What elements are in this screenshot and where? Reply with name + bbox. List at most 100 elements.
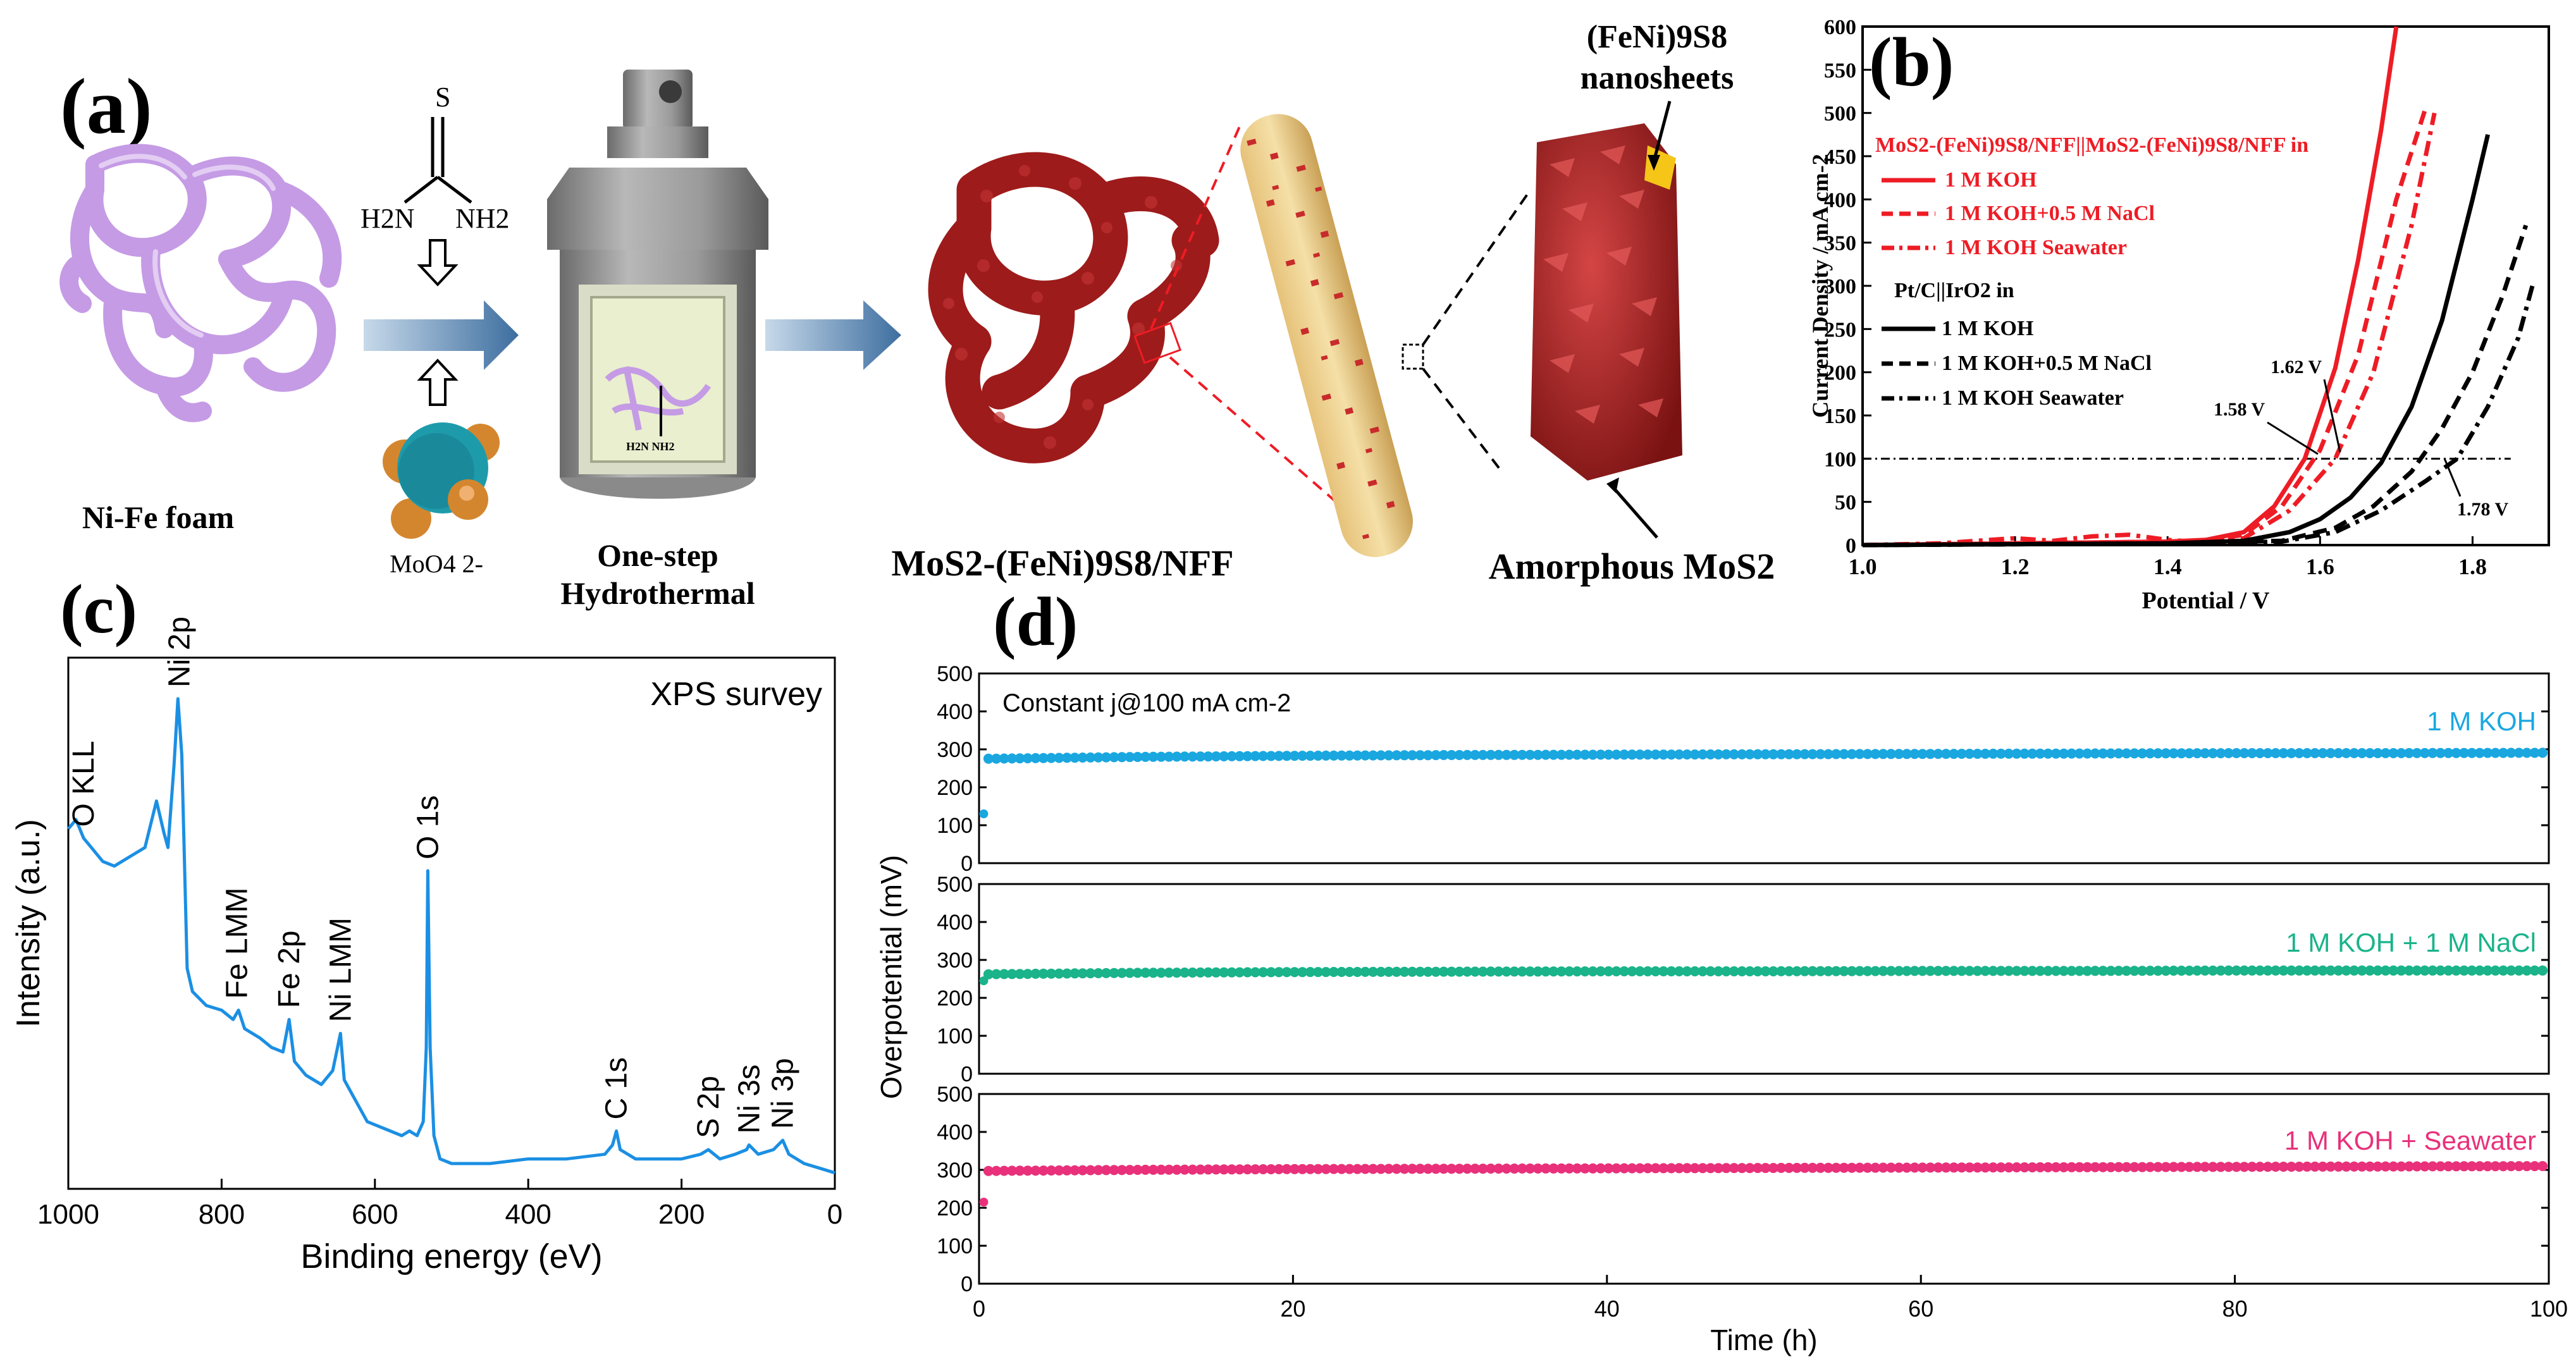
data-point [1666,749,1677,760]
data-point [1894,1162,1904,1173]
data-point [1391,750,1402,761]
data-point [1815,749,1826,759]
data-point [2090,966,2100,976]
data-point [1360,966,1371,977]
data-point [1940,749,1951,759]
data-point [1462,1164,1472,1174]
data-point [1328,1164,1339,1174]
data-point [1399,1164,1410,1174]
data-point [1046,1165,1057,1176]
data-point [1587,749,1598,760]
x-tick-label: 60 [1908,1296,1933,1322]
data-point [1069,1165,1080,1176]
data-point [2215,748,2226,759]
data-point [2372,748,2383,758]
data-point [1187,968,1198,978]
data-point [1368,966,1378,977]
data-point [2129,748,2140,759]
data-point [1894,749,1904,759]
y-tick-label: 250 [1824,318,1856,341]
subplot-frame-2 [978,883,2550,1075]
data-point [2004,1162,2014,1173]
data-point [1446,750,1457,760]
data-point [2396,748,2407,758]
data-point [1046,753,1057,763]
data-point [2004,966,2014,976]
data-point [1171,751,1182,762]
data-point [2396,965,2407,976]
data-point [2019,748,2030,759]
data-point [1148,1164,1159,1175]
reactor-label-line2: Hydrothermal [560,575,755,611]
data-point [2059,1162,2069,1172]
data-point [2200,1162,2210,1172]
data-point [2380,748,2391,758]
data-point [1226,967,1237,978]
annotation-1-62v: 1.62 V [2271,357,2322,378]
data-point [1627,1163,1637,1174]
data-point [2066,1162,2077,1172]
data-point [1054,753,1064,763]
data-point [2160,966,2171,976]
data-point [1195,1164,1205,1175]
process-arrow-2 [765,300,901,370]
data-point [2459,1161,2469,1172]
data-point [1352,1164,1363,1174]
x-tick-label: 100 [2530,1296,2568,1322]
data-point [2098,966,2109,976]
data-point [2506,1161,2517,1172]
data-point [1195,751,1205,762]
data-point [1847,1162,1857,1173]
data-point [1140,1164,1151,1175]
data-point [1682,1163,1692,1174]
data-point [1454,966,1465,977]
data-point [1572,749,1582,760]
y-tick-label: 200 [1824,362,1856,385]
process-arrow-1 [364,300,519,370]
data-point [1069,753,1080,763]
data-point [1140,751,1151,762]
y-tick-label: 550 [1824,59,1856,82]
x-tick-label: 1.6 [2306,554,2334,579]
data-point [1799,749,1810,759]
data-point [2310,1161,2320,1172]
data-point [2246,748,2257,758]
data-point [2074,1162,2085,1172]
data-point [1705,749,1716,759]
data-point [2443,965,2454,976]
data-point [1878,1162,1889,1173]
data-point [1376,1164,1386,1174]
y-tick-label: 0 [1846,534,1856,558]
data-point [2168,1162,2179,1172]
data-point [1940,966,1951,976]
data-point [2137,966,2148,976]
data-point [1101,752,1111,763]
data-point [1940,1162,1951,1173]
data-point [1572,966,1582,977]
data-point [1407,1164,1417,1174]
data-point [2380,1161,2391,1172]
y-tick-label: 100 [937,1024,973,1048]
data-point [2105,1162,2116,1172]
data-point [1847,966,1857,976]
data-point [1737,749,1747,759]
data-point [1925,1162,1936,1173]
data-point [1235,751,1245,761]
data-point [1109,1165,1119,1176]
data-point [2443,1161,2454,1172]
y-tick-label: 100 [1824,448,1856,471]
product-foam-illustration [928,152,1219,464]
data-point [1862,1162,1873,1173]
data-point [2050,748,2061,759]
data-point [1454,750,1465,760]
x-axis-title: Potential / V [2142,587,2271,614]
data-point [2278,965,2289,976]
peak-label: Ni 3p [767,1058,800,1129]
data-point [2451,747,2462,758]
data-point [1595,966,1606,976]
data-point [1729,1163,1739,1174]
data-point [1297,967,1308,978]
data-point [1328,750,1339,761]
y-tick-label: 0 [961,1272,973,1296]
y-axis-title: Intensity (a.u.) [10,819,47,1027]
